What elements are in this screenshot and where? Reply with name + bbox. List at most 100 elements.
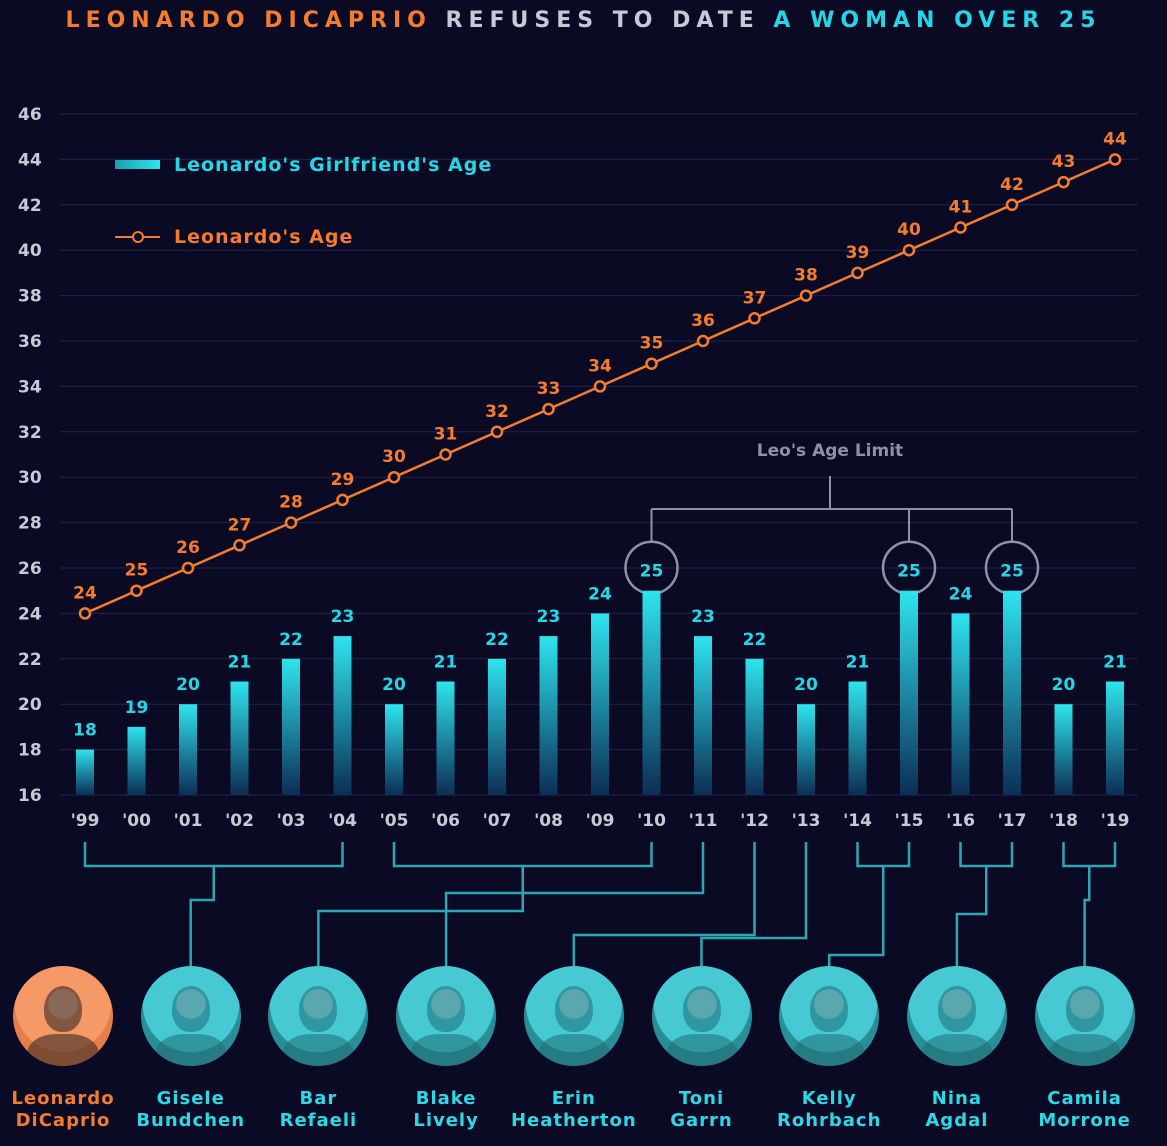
legend: Leonardo's Girlfriend's Age Leonardo's A… bbox=[115, 154, 492, 248]
person-connector bbox=[827, 866, 885, 966]
girlfriend-age-bar bbox=[900, 590, 918, 795]
person-connector bbox=[700, 842, 808, 966]
leo-age-label: 26 bbox=[176, 538, 200, 558]
person-last-name: Rohrbach bbox=[776, 1110, 882, 1131]
girlfriend-age-bar bbox=[230, 681, 249, 795]
y-tick-label: 22 bbox=[18, 650, 42, 670]
person-leonardo-dicaprio: Leonardo DiCaprio bbox=[0, 966, 128, 1132]
avatar bbox=[140, 966, 241, 1066]
person-last-name: Lively bbox=[413, 1110, 479, 1131]
x-tick-label: '06 bbox=[431, 811, 460, 831]
person-first-name: Gisele bbox=[156, 1088, 225, 1109]
title-part-refuses: REFUSES TO DATE bbox=[431, 8, 774, 33]
bar-value-label: 21 bbox=[846, 653, 870, 673]
person-last-name: DiCaprio bbox=[15, 1110, 111, 1131]
avatar-body bbox=[27, 1034, 99, 1066]
x-tick-label: '12 bbox=[740, 811, 769, 831]
avatar bbox=[13, 966, 113, 1066]
bar-value-label: 21 bbox=[228, 653, 252, 673]
person-first-name: Blake bbox=[415, 1088, 477, 1109]
person-camila-morrone: Camila Morrone bbox=[1020, 966, 1150, 1132]
leo-age-label: 33 bbox=[537, 379, 561, 399]
leo-age-point bbox=[387, 470, 401, 484]
leo-age-point bbox=[542, 402, 555, 416]
year-range-bracket bbox=[1062, 842, 1117, 868]
leo-age-label: 38 bbox=[794, 266, 818, 286]
bar-value-label: 22 bbox=[279, 630, 303, 650]
legend-marker bbox=[132, 231, 144, 243]
bar-value-label: 24 bbox=[949, 584, 973, 604]
y-tick-label: 30 bbox=[18, 468, 42, 488]
person-last-name: Bundchen bbox=[136, 1110, 246, 1131]
leo-age-point bbox=[1005, 198, 1019, 212]
person-name: Kelly Rohrbach bbox=[764, 1088, 894, 1132]
avatar-body bbox=[537, 1034, 610, 1066]
person-name: Blake Lively bbox=[381, 1088, 511, 1132]
person-gisele-bundchen: Gisele Bundchen bbox=[126, 966, 256, 1132]
girlfriend-age-bar bbox=[1003, 590, 1021, 795]
x-tick-label: '14 bbox=[843, 811, 872, 831]
person-first-name: Leonardo bbox=[11, 1088, 115, 1109]
legend-bar-swatch bbox=[115, 160, 160, 169]
leo-age-point bbox=[593, 380, 607, 393]
x-tick-label: '01 bbox=[174, 811, 203, 831]
avatar-face bbox=[299, 986, 338, 1032]
y-tick-label: 40 bbox=[18, 241, 42, 261]
leo-age-label: 44 bbox=[1103, 129, 1127, 149]
x-tick-label: '13 bbox=[792, 811, 821, 831]
leo-age-point bbox=[130, 584, 143, 597]
person-first-name: Nina bbox=[931, 1088, 982, 1109]
y-tick-label: 16 bbox=[18, 786, 42, 806]
person-name: Bar Refaeli bbox=[253, 1088, 383, 1132]
x-tick-label: '19 bbox=[1101, 811, 1130, 831]
bar-value-label: 23 bbox=[691, 607, 715, 627]
avatar-face bbox=[171, 986, 210, 1032]
leo-age-label: 41 bbox=[949, 198, 973, 218]
avatar-face bbox=[44, 986, 82, 1032]
y-tick-label: 26 bbox=[18, 559, 42, 579]
girlfriend-age-bar bbox=[539, 636, 558, 795]
leo-age-point bbox=[1057, 175, 1070, 189]
avatar bbox=[523, 966, 624, 1066]
bar-value-label: 24 bbox=[588, 584, 612, 604]
leo-age-point bbox=[336, 493, 349, 507]
bar-value-label: 20 bbox=[1052, 675, 1076, 695]
x-tick-label: '02 bbox=[225, 811, 254, 831]
avatar-face bbox=[1065, 986, 1104, 1032]
bar-value-label: 22 bbox=[743, 630, 767, 650]
leo-age-label: 25 bbox=[125, 561, 149, 581]
avatar bbox=[268, 966, 369, 1066]
y-tick-label: 42 bbox=[18, 196, 42, 216]
leo-age-label: 29 bbox=[331, 470, 355, 490]
leo-age-point bbox=[78, 607, 92, 620]
legend-label-leo: Leonardo's Age bbox=[174, 226, 353, 248]
avatar bbox=[396, 966, 497, 1066]
bar-value-label: 25 bbox=[1000, 562, 1024, 582]
x-tick-label: '15 bbox=[895, 811, 924, 831]
person-first-name: Bar bbox=[299, 1088, 338, 1109]
bar-value-label: 21 bbox=[434, 653, 458, 673]
avatar-face bbox=[554, 986, 593, 1032]
year-range-bracket bbox=[959, 842, 1014, 868]
avatar-body bbox=[793, 1034, 866, 1066]
leo-age-point bbox=[233, 539, 246, 552]
person-last-name: Garrn bbox=[670, 1110, 733, 1131]
person-nina-agdal: Nina Agdal bbox=[892, 966, 1022, 1132]
legend-label-girlfriend: Leonardo's Girlfriend's Age bbox=[174, 154, 492, 176]
person-first-name: Erin bbox=[551, 1088, 596, 1109]
girlfriend-age-bar bbox=[76, 749, 94, 795]
person-bar-refaeli: Bar Refaeli bbox=[253, 966, 383, 1132]
avatar-body bbox=[282, 1034, 355, 1066]
person-connector bbox=[572, 842, 756, 966]
avatar-face bbox=[682, 986, 721, 1032]
girlfriend-age-bar bbox=[127, 726, 146, 795]
leo-age-point bbox=[696, 334, 710, 348]
leo-age-point bbox=[799, 289, 813, 302]
chart-title: LEONARDO DICAPRIO REFUSES TO DATE A WOMA… bbox=[0, 8, 1167, 33]
bar-value-label: 23 bbox=[331, 607, 355, 627]
title-part-woman: A WOMAN OVER 25 bbox=[773, 8, 1102, 33]
person-name: Toni Garrn bbox=[637, 1088, 767, 1132]
bar-value-label: 20 bbox=[794, 675, 818, 695]
person-last-name: Heatherton bbox=[510, 1110, 637, 1131]
